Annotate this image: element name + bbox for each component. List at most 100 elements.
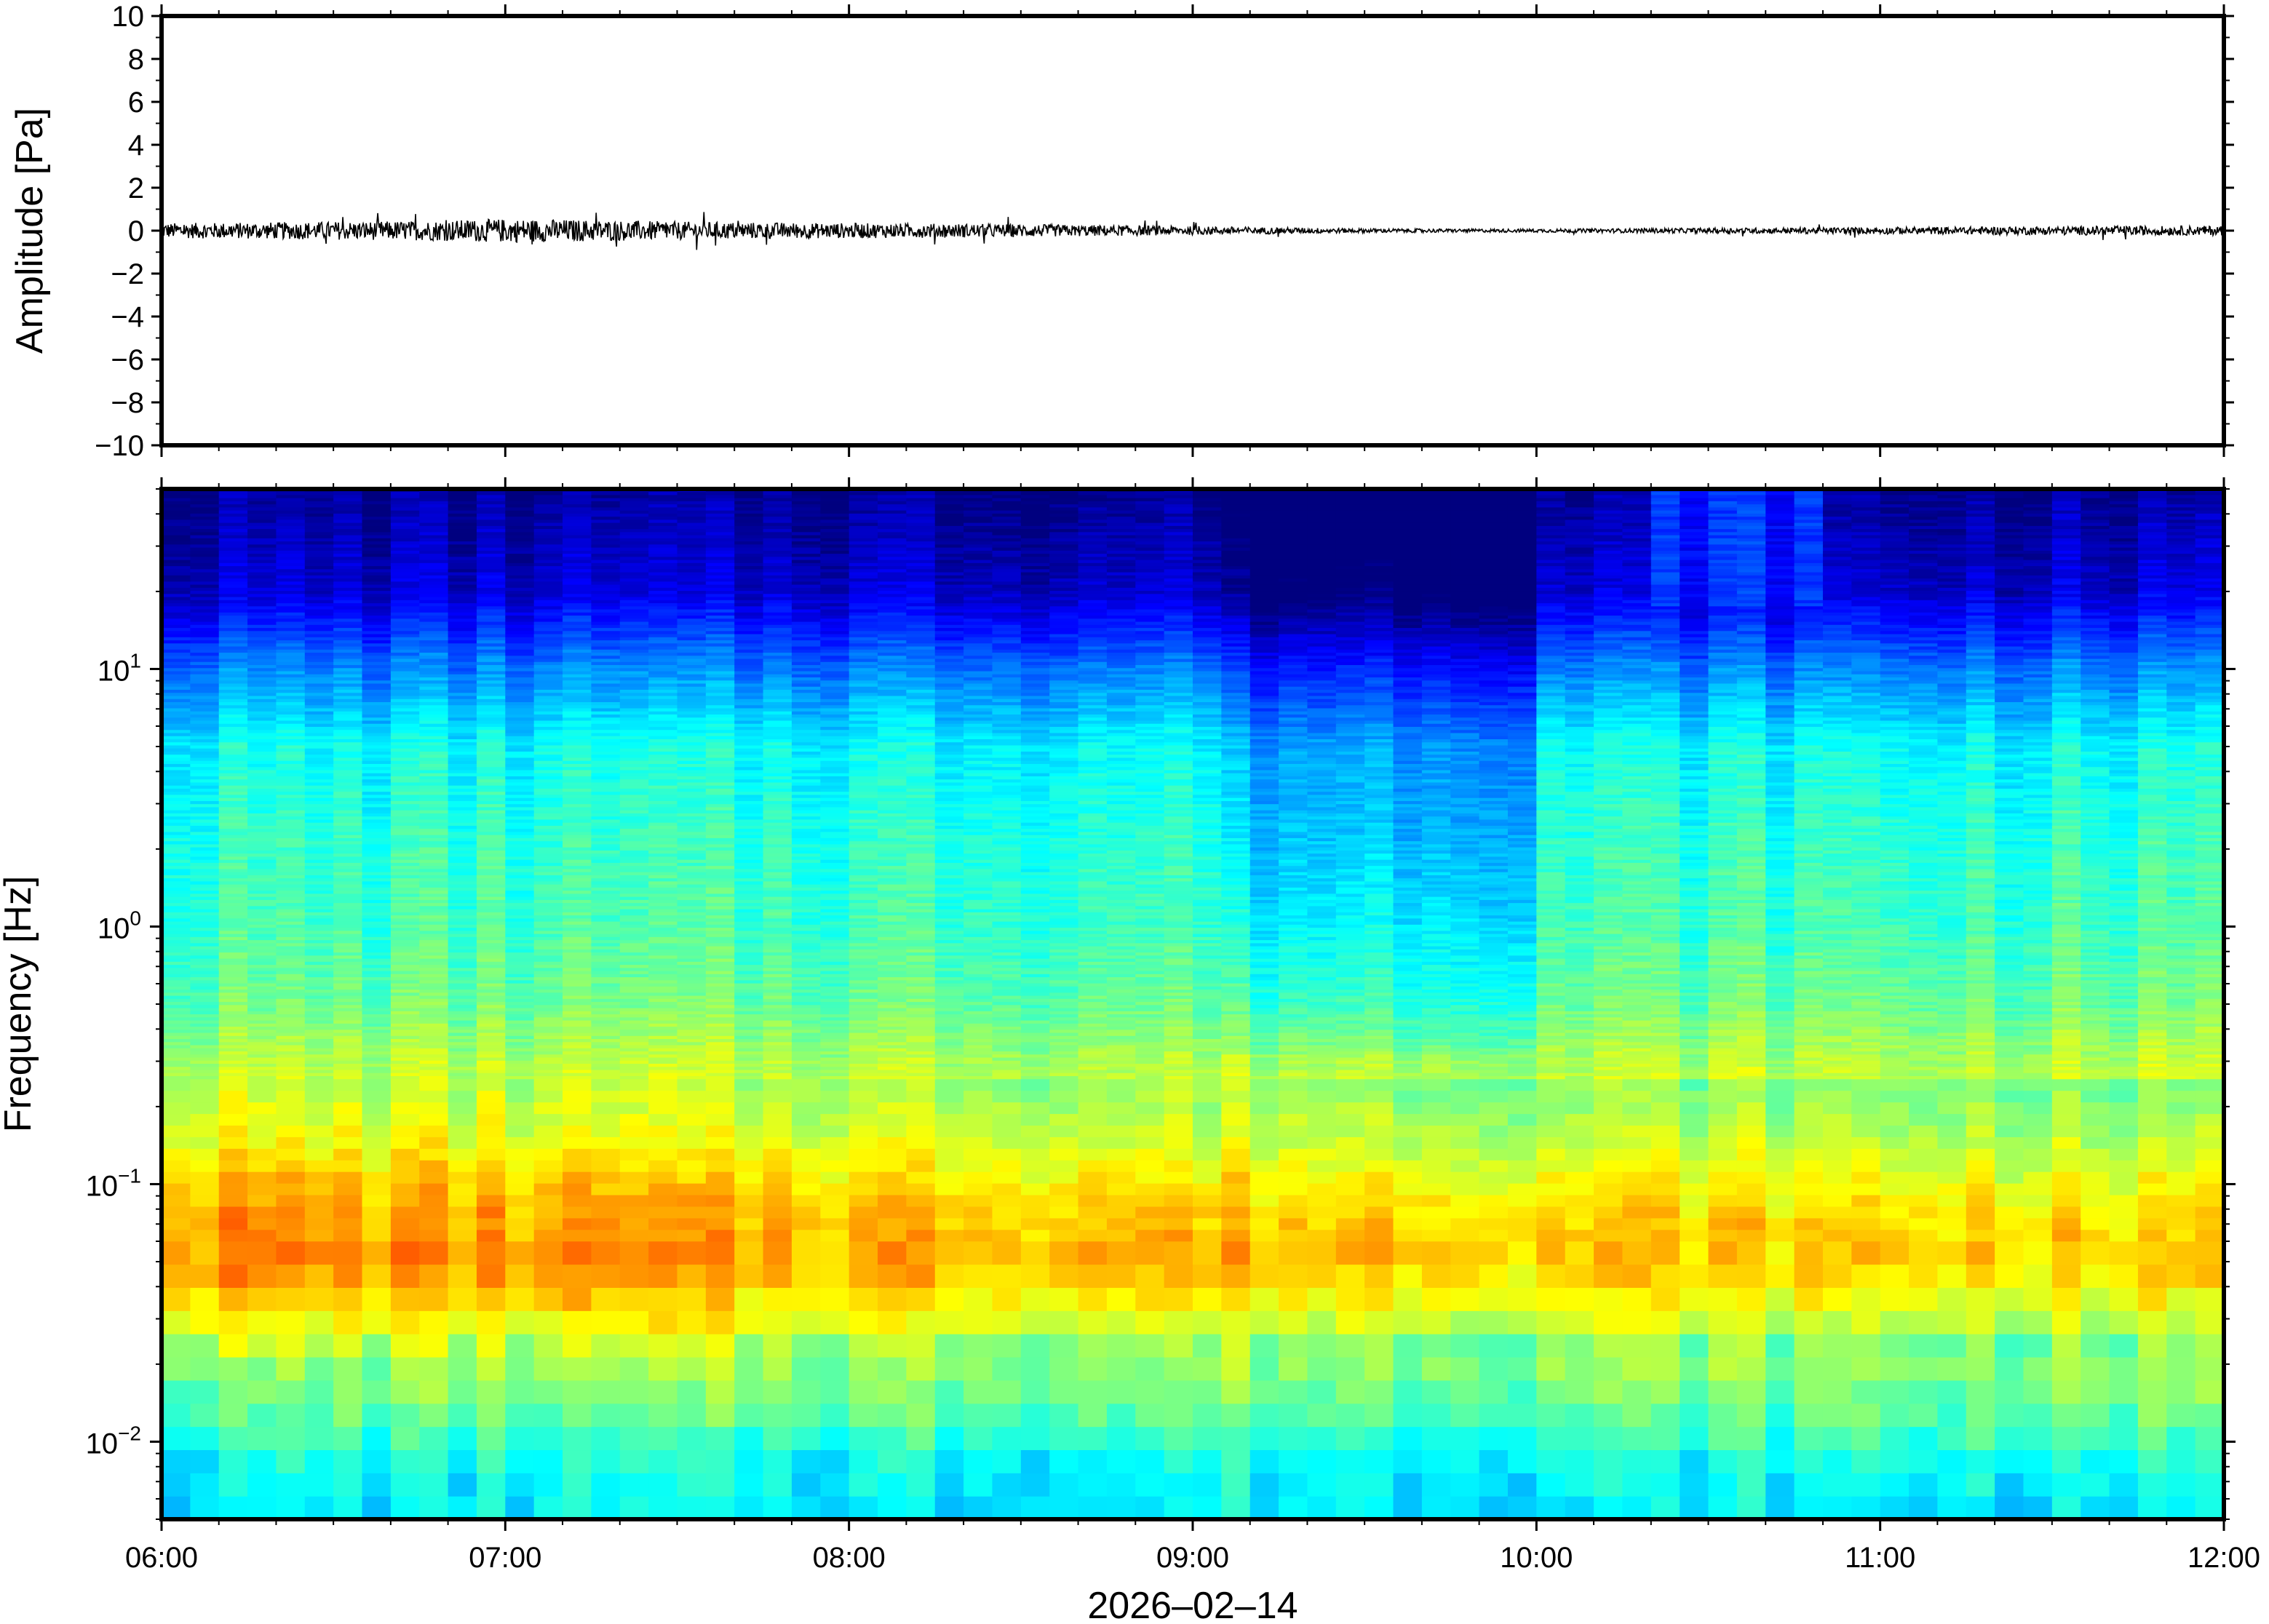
spectrogram-cell	[1393, 1038, 1423, 1043]
spectrogram-cell	[1279, 1004, 1308, 1008]
spectrogram-cell	[563, 1403, 592, 1428]
spectrogram-cell	[1479, 1426, 1509, 1451]
spectrogram-cell	[304, 986, 334, 990]
spectrogram-cell	[1507, 992, 1537, 996]
spectrogram-cell	[1909, 1334, 1938, 1358]
spectrogram-cell	[1078, 1011, 1108, 1015]
spectrogram-cell	[2081, 1183, 2110, 1195]
spectrogram-cell	[1765, 986, 1795, 990]
spectrogram-cell	[1078, 1075, 1108, 1080]
spectrogram-cell	[1937, 1473, 1967, 1497]
spectrogram-cell	[563, 998, 592, 1003]
amplitude-y-tick-label: 10	[112, 1, 145, 33]
spectrogram-cell	[1393, 1206, 1423, 1219]
spectrogram-cell	[677, 979, 707, 984]
spectrogram-cell	[1193, 1007, 1222, 1011]
spectrogram-cell	[1279, 989, 1308, 993]
spectrogram-cell	[1995, 982, 2024, 987]
spectrogram-cell	[419, 1102, 449, 1115]
spectrogram-cell	[934, 1056, 964, 1061]
spectrogram-cell	[1393, 1194, 1423, 1207]
spectrogram-cell	[1364, 1264, 1394, 1288]
spectrogram-cell	[1249, 1078, 1279, 1091]
spectrogram-cell	[190, 998, 220, 1003]
spectrogram-cell	[1078, 1113, 1108, 1126]
spectrogram-cell	[648, 1102, 678, 1115]
spectrogram-cell	[1450, 970, 1480, 974]
spectrogram-cell	[2081, 1048, 2110, 1052]
spectrogram-cell	[1708, 1194, 1738, 1207]
spectrogram-cell	[1364, 1194, 1394, 1207]
spectrogram-cell	[1622, 1029, 1652, 1033]
spectrogram-cell	[1851, 1403, 1881, 1428]
spectrogram-cell	[1822, 1473, 1852, 1497]
spectrogram-cell	[2051, 1014, 2081, 1018]
spectrogram-cell	[1279, 1032, 1308, 1036]
spectrogram-cell	[1335, 995, 1365, 999]
spectrogram-cell	[448, 1051, 477, 1055]
spectrogram-cell	[1450, 995, 1480, 999]
spectrogram-cell	[533, 995, 563, 999]
spectrogram-cell	[563, 1102, 592, 1115]
spectrogram-cell	[1421, 1078, 1451, 1091]
spectrogram-cell	[734, 958, 764, 962]
spectrogram-cell	[362, 974, 392, 978]
spectrogram-cell	[1622, 1148, 1652, 1161]
spectrogram-cell	[190, 1014, 220, 1018]
spectrogram-cell	[448, 1356, 477, 1381]
spectrogram-cell	[1765, 1060, 1795, 1064]
spectrogram-cell	[2051, 1056, 2081, 1061]
spectrogram-cell	[362, 1056, 392, 1061]
spectrogram-cell	[1507, 1356, 1537, 1381]
spectrogram-cell	[992, 1011, 1022, 1015]
spectrogram-cell	[1106, 1125, 1136, 1137]
spectrogram-cell	[791, 958, 821, 962]
spectrogram-cell	[648, 1496, 678, 1519]
spectrogram-cell	[1135, 1029, 1165, 1033]
spectrogram-cell	[1364, 1048, 1394, 1052]
spectrogram-cell	[619, 1023, 649, 1027]
spectrogram-cell	[963, 949, 993, 953]
spectrogram-cell	[1221, 1473, 1251, 1497]
spectrogram-cell	[963, 1056, 993, 1061]
spectrogram-cell	[1995, 1125, 2024, 1137]
spectrogram-cell	[1421, 955, 1451, 959]
spectrogram-cell	[1794, 1029, 1824, 1033]
spectrogram-cell	[2023, 1007, 2053, 1011]
spectrogram-cell	[1450, 1380, 1480, 1404]
spectrogram-cell	[619, 1051, 649, 1055]
spectrogram-cell	[304, 1473, 334, 1497]
spectrogram-cell	[1507, 1264, 1537, 1288]
spectrogram-cell	[705, 1473, 735, 1497]
spectrogram-cell	[677, 1160, 707, 1172]
spectrogram-cell	[1680, 989, 1709, 993]
spectrogram-cell	[1565, 1217, 1594, 1230]
spectrogram-cell	[849, 1026, 878, 1030]
spectrogram-cell	[820, 976, 850, 981]
spectrogram-cell	[1565, 1007, 1594, 1011]
spectrogram-cell	[1650, 1496, 1680, 1519]
spectrogram-cell	[849, 1403, 878, 1428]
spectrogram-cell	[963, 1038, 993, 1043]
spectrogram-cell	[705, 998, 735, 1003]
spectrogram-cell	[505, 1056, 535, 1061]
spectrogram-cell	[1364, 1217, 1394, 1230]
spectrogram-cell	[992, 1380, 1022, 1404]
spectrogram-cell	[1307, 1264, 1337, 1288]
spectrogram-cell	[677, 1125, 707, 1137]
spectrogram-cell	[2109, 1032, 2139, 1036]
spectrogram-cell	[2051, 1016, 2081, 1021]
spectrogram-cell	[906, 1041, 936, 1046]
spectrogram-cell	[1164, 1041, 1193, 1046]
spectrogram-cell	[648, 995, 678, 999]
spectrogram-cell	[934, 1194, 964, 1207]
spectrogram-cell	[2081, 1125, 2110, 1137]
spectrogram-cell	[1249, 958, 1279, 962]
spectrogram-cell	[934, 1014, 964, 1018]
spectrogram-cell	[1020, 1102, 1050, 1115]
spectrogram-cell	[218, 995, 248, 999]
spectrogram-cell	[419, 949, 449, 953]
spectrogram-cell	[162, 1241, 191, 1265]
spectrogram-cell	[1421, 1004, 1451, 1008]
spectrogram-cell	[1507, 1473, 1537, 1497]
